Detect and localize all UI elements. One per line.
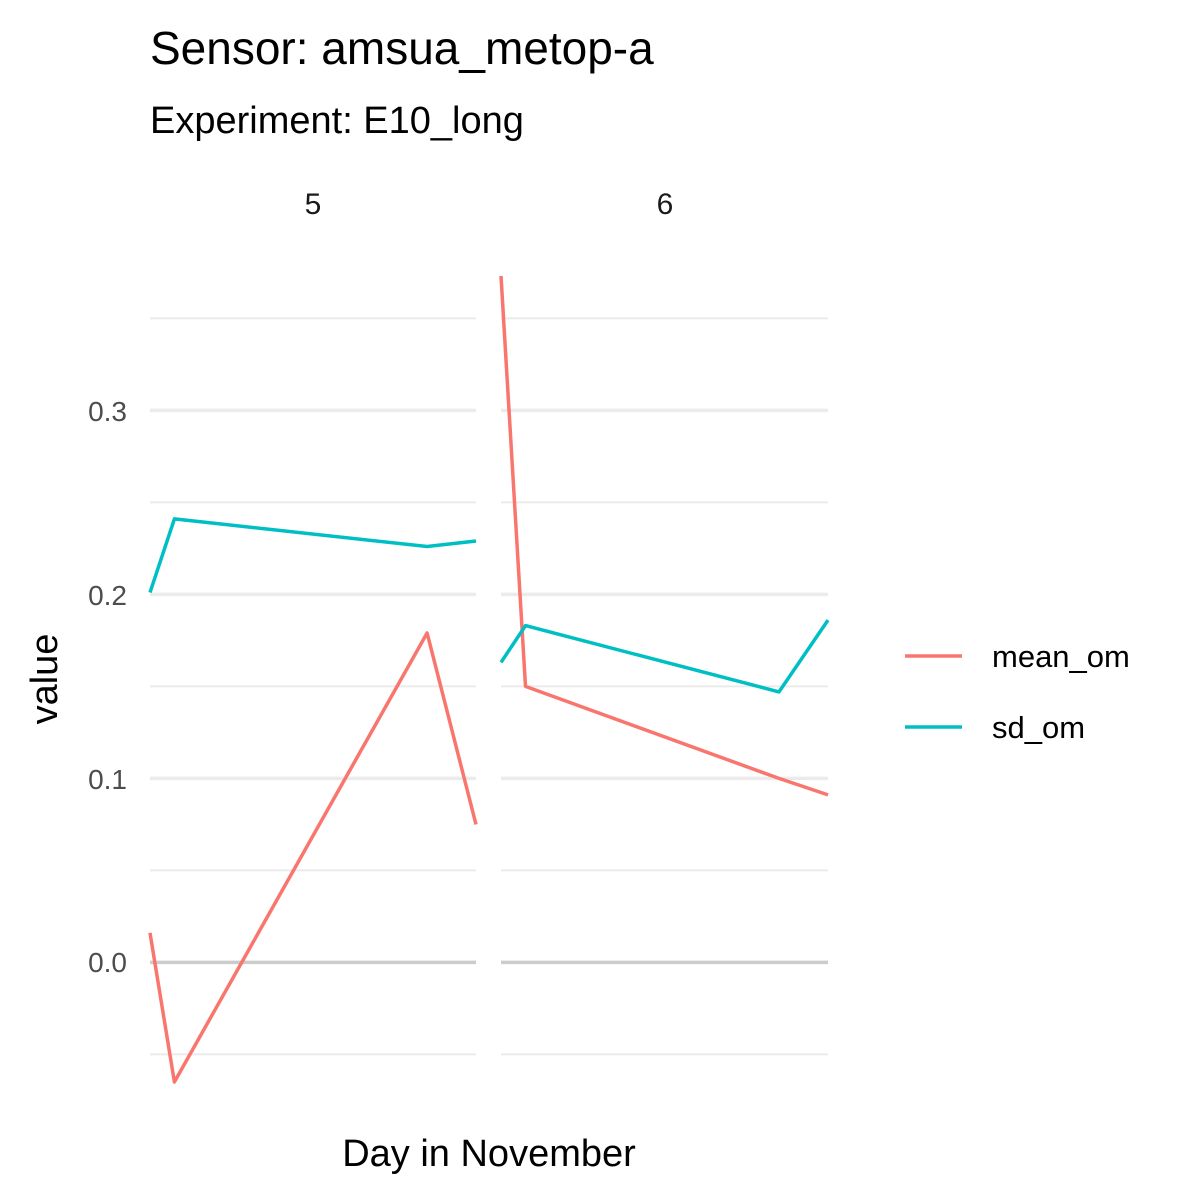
chart-subtitle: Experiment: E10_long	[150, 100, 524, 142]
series-line-sd-om	[148, 517, 477, 594]
legend-label-sd-om: sd_om	[992, 710, 1085, 745]
legend-label-mean-om: mean_om	[992, 639, 1130, 674]
y-tick-label: 0.3	[88, 396, 127, 427]
series-line-sd-om	[499, 619, 830, 694]
y-tick-label: 0.1	[88, 764, 127, 795]
legend: mean_om sd_om	[905, 639, 1130, 745]
chart-title: Sensor: amsua_metop-a	[150, 22, 654, 74]
facet-label-6: 6	[657, 188, 674, 221]
plot-panels	[148, 275, 830, 1084]
y-tick-label: 0.2	[88, 580, 127, 611]
facet-label-5: 5	[305, 188, 322, 221]
y-tick-label: 0.0	[88, 947, 127, 978]
panel-6	[499, 275, 830, 1056]
y-axis-title: value	[24, 634, 66, 725]
x-axis-title: Day in November	[342, 1133, 636, 1175]
panel-5	[148, 317, 478, 1084]
series-line-mean-om	[148, 631, 478, 1084]
series-line-mean-om	[499, 275, 829, 797]
y-axis-tick-labels: 0.0 0.1 0.2 0.3	[88, 396, 127, 978]
